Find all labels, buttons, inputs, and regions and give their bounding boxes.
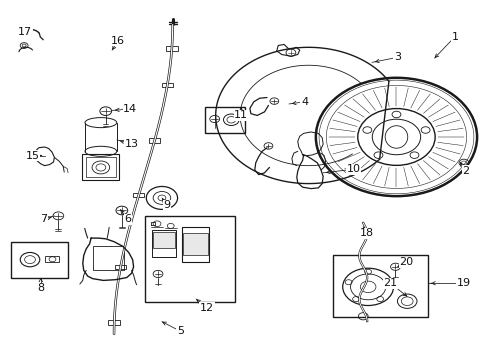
Text: 19: 19 — [457, 278, 471, 288]
Bar — [93, 246, 124, 270]
Text: 18: 18 — [360, 228, 374, 238]
Bar — [162, 82, 173, 87]
Text: 15: 15 — [25, 150, 40, 161]
Text: 17: 17 — [18, 27, 32, 37]
Bar — [108, 320, 120, 325]
Text: 2: 2 — [462, 166, 469, 176]
Text: 12: 12 — [200, 303, 214, 313]
Bar — [152, 230, 175, 257]
Text: 21: 21 — [384, 278, 398, 288]
Bar — [149, 138, 161, 143]
Bar — [133, 193, 145, 198]
Bar — [205, 107, 245, 133]
Text: 7: 7 — [40, 215, 47, 224]
Bar — [183, 233, 208, 255]
Text: 14: 14 — [123, 104, 137, 114]
Text: 16: 16 — [111, 36, 125, 46]
Text: 9: 9 — [163, 200, 171, 210]
Bar — [115, 265, 126, 269]
Text: 13: 13 — [124, 139, 139, 149]
Bar — [11, 242, 68, 278]
Text: 11: 11 — [234, 111, 248, 121]
Bar — [182, 226, 209, 262]
Text: 4: 4 — [301, 97, 308, 107]
Bar — [145, 216, 235, 302]
Text: 3: 3 — [394, 52, 401, 62]
Bar — [166, 46, 178, 51]
Text: 20: 20 — [399, 257, 413, 267]
Bar — [86, 157, 116, 177]
Bar — [333, 255, 428, 317]
Bar — [153, 232, 174, 248]
Text: 1: 1 — [452, 32, 459, 41]
Text: 8: 8 — [37, 283, 44, 293]
Text: 6: 6 — [124, 215, 131, 224]
Bar — [45, 256, 59, 262]
Text: 5: 5 — [177, 326, 184, 336]
Text: 10: 10 — [346, 164, 361, 174]
Bar — [82, 154, 120, 180]
